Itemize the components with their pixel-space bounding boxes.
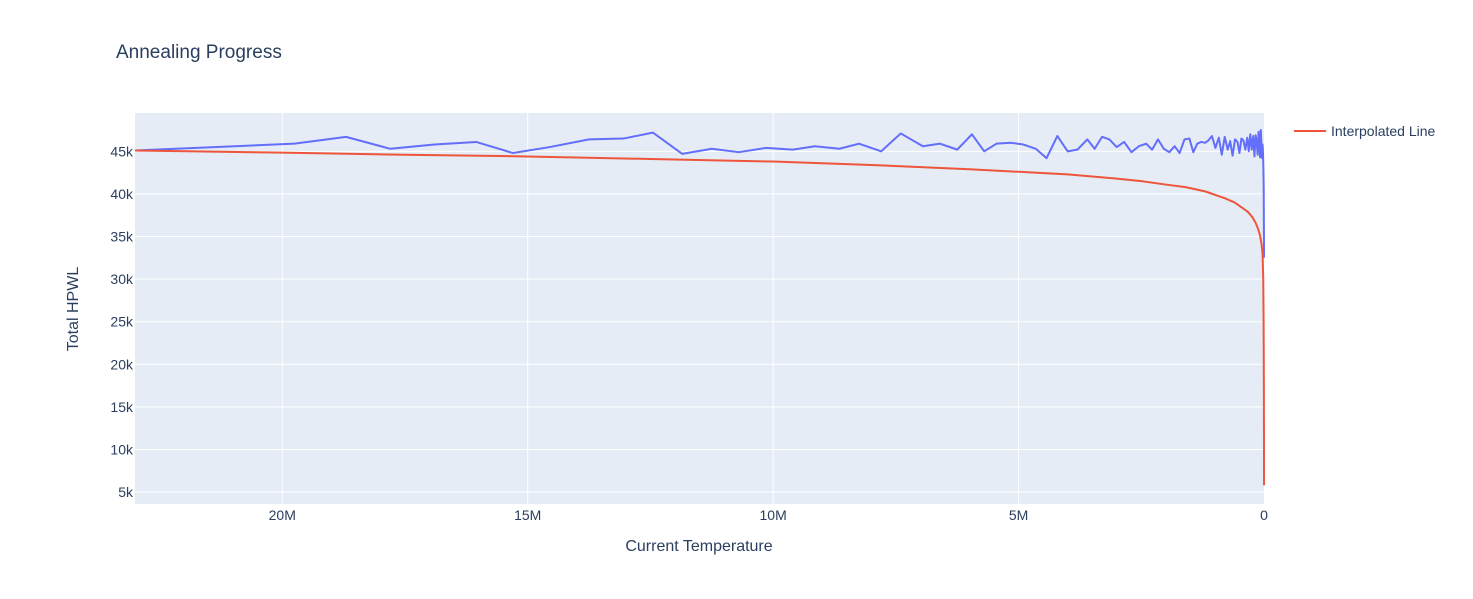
- y-axis-title: Total HPWL: [65, 267, 82, 352]
- y-tick-label: 20k: [110, 356, 134, 372]
- y-tick-label: 45k: [110, 143, 134, 159]
- series-line-1: [134, 149, 1265, 486]
- y-tick-label: 5k: [118, 484, 134, 500]
- legend-label: Interpolated Line: [1331, 123, 1436, 139]
- x-tick-label: 10M: [760, 507, 787, 523]
- y-tick-label: 30k: [110, 271, 134, 287]
- y-tick-label: 35k: [110, 229, 134, 245]
- x-tick-label: 20M: [269, 507, 296, 523]
- y-tick-label: 40k: [110, 186, 134, 202]
- series-lines: [134, 129, 1265, 486]
- plot-area: [135, 113, 1264, 504]
- y-tick-label: 25k: [110, 314, 134, 330]
- axis-ticks: 20M 15M 10M 5M 0 5k 10k 15k 20k 25k 30k 35k 40k 45k: [110, 143, 1268, 523]
- y-tick-label: 10k: [110, 441, 134, 457]
- x-tick-label: 5M: [1009, 507, 1028, 523]
- series-line-0: [134, 129, 1265, 258]
- x-tick-label: 15M: [514, 507, 541, 523]
- x-tick-label: 0: [1260, 507, 1268, 523]
- legend[interactable]: Interpolated Line: [1294, 123, 1436, 139]
- y-tick-label: 15k: [110, 399, 134, 415]
- chart-title: Annealing Progress: [116, 42, 282, 63]
- x-axis-title: Current Temperature: [625, 538, 772, 555]
